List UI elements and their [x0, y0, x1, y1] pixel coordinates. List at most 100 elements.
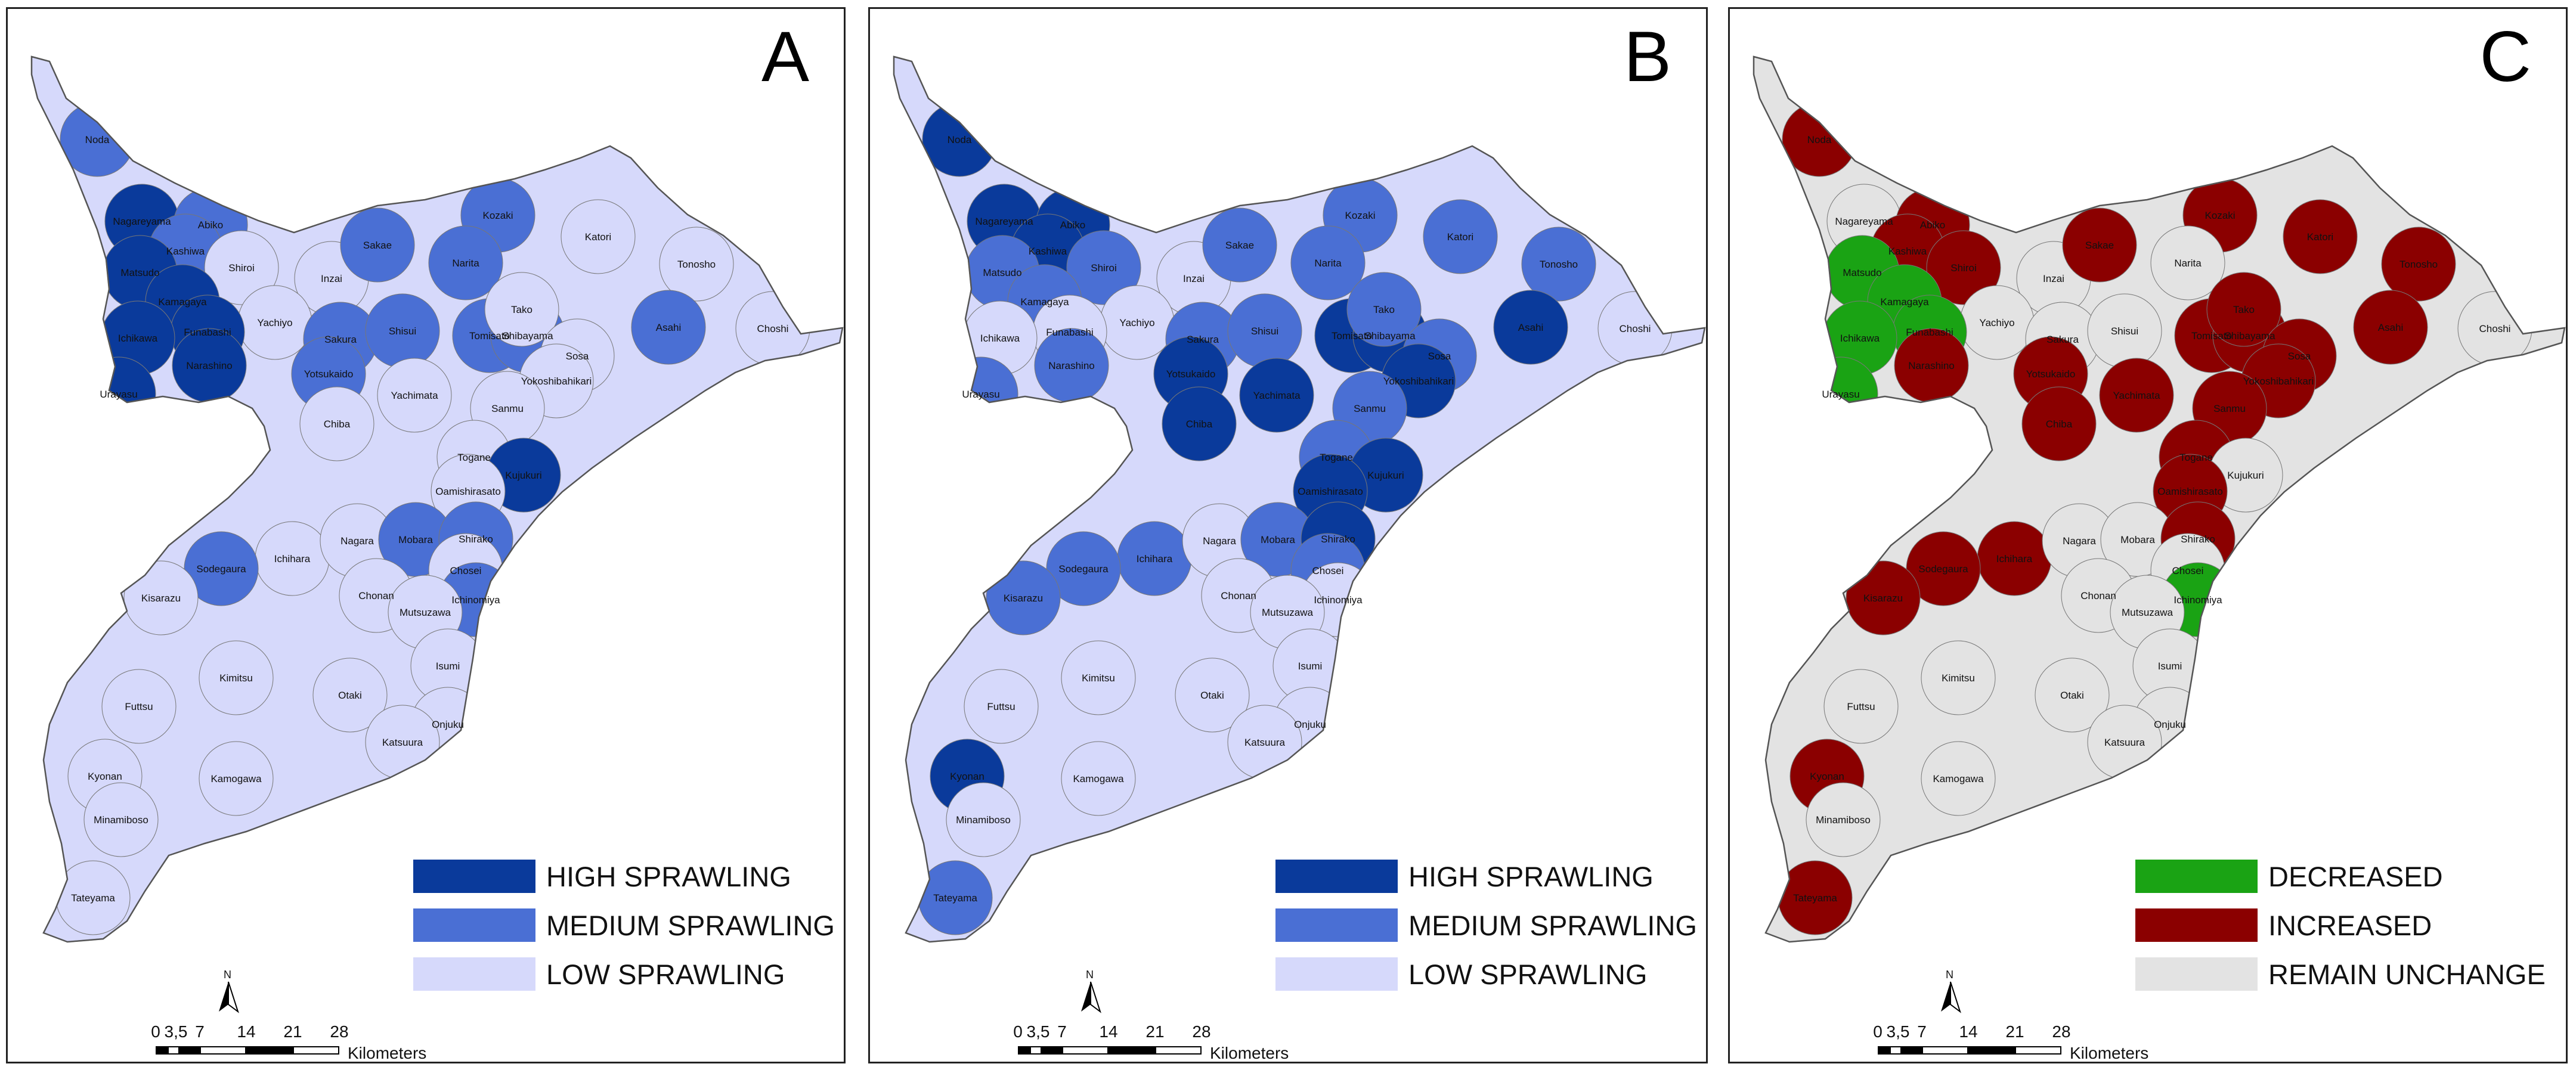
- place-label: Kyonan: [1810, 771, 1844, 782]
- place-label: Chosei: [450, 565, 482, 576]
- place-label: Nagareyama: [113, 216, 171, 227]
- place-label: Inzai: [1183, 273, 1205, 284]
- place-label: Ichikawa: [1840, 333, 1880, 344]
- region-narita: [2150, 225, 2225, 300]
- region-sodegaura: [1046, 531, 1121, 606]
- region-narita: [428, 225, 503, 300]
- legend-c: DECREASED INCREASED REMAIN UNCHANGE: [2135, 858, 2546, 1004]
- scale-tick: 21: [283, 1022, 302, 1041]
- place-label: Yokoshibahikari: [2243, 376, 2314, 387]
- place-label: Kamogawa: [210, 773, 262, 784]
- place-label: Kimitsu: [1942, 672, 1975, 684]
- place-label: Kisarazu: [141, 593, 181, 604]
- scale-tick: 0: [1873, 1022, 1883, 1041]
- place-label: Sodegaura: [196, 563, 246, 575]
- legend-label: DECREASED: [2268, 860, 2443, 892]
- legend-item: MEDIUM SPRAWLING: [413, 907, 835, 944]
- north-label: N: [224, 969, 231, 981]
- chiba-map-a: Noda Nagareyama Abiko Kashiwa Matsudo Shiroi I…: [30, 55, 844, 943]
- region-tonosho: [659, 227, 734, 302]
- region-shiroi: [204, 230, 279, 305]
- place-label: Sanmu: [1354, 403, 1386, 414]
- place-label: Yachimata: [391, 390, 438, 401]
- place-label: Futtsu: [125, 701, 153, 712]
- place-label: Shibayama: [2224, 330, 2275, 342]
- place-label: Choshi: [1620, 323, 1651, 334]
- region-chiba: [2021, 386, 2097, 461]
- place-label: Sakura: [324, 334, 357, 345]
- region-otaki: [1175, 658, 1250, 733]
- place-label: Kozaki: [2205, 210, 2235, 221]
- region-yachimata: [2099, 358, 2174, 433]
- map-panel-a: Noda Nagareyama Abiko Kashiwa Matsudo Shiroi I…: [6, 7, 846, 1063]
- place-label: Katsuura: [1244, 737, 1286, 748]
- place-label: Oamishirasato: [1298, 486, 1363, 497]
- legend-item: HIGH SPRAWLING: [1275, 858, 1697, 895]
- region-kisarazu: [986, 560, 1061, 635]
- place-label: Sosa: [566, 351, 589, 362]
- place-label: Shiroi: [228, 262, 254, 274]
- place-label: Onjuku: [1294, 719, 1326, 730]
- place-label: Otaki: [338, 690, 362, 701]
- region-kimitsu: [1921, 640, 1996, 715]
- place-label: Isumi: [2158, 660, 2182, 672]
- place-label: Oamishirasato: [435, 486, 501, 497]
- legend-label: HIGH SPRAWLING: [1408, 860, 1654, 892]
- place-label: Yachiyo: [1979, 317, 2014, 328]
- scale-tick: 0: [151, 1022, 160, 1041]
- place-label: Mobara: [398, 534, 433, 545]
- place-label: Kisarazu: [1863, 593, 1903, 604]
- region-sakae: [340, 207, 415, 283]
- scale-tick: 21: [2005, 1022, 2024, 1041]
- place-label: Kujukuri: [505, 470, 541, 481]
- place-label: Minamiboso: [956, 814, 1011, 826]
- legend-item: REMAIN UNCHANGE: [2135, 956, 2546, 993]
- legend-item: LOW SPRAWLING: [413, 956, 835, 993]
- place-label: Onjuku: [2154, 719, 2186, 730]
- place-label: Tateyama: [71, 892, 115, 904]
- place-label: Mobara: [1261, 534, 1295, 545]
- scale-tick: 14: [1099, 1022, 1118, 1041]
- place-label: Shisui: [2111, 325, 2138, 337]
- place-label: Togane: [457, 452, 491, 463]
- region-futtsu: [1823, 669, 1899, 744]
- legend-label: REMAIN UNCHANGE: [2268, 958, 2546, 990]
- place-label: Kamogawa: [1073, 773, 1124, 784]
- legend-swatch: [413, 908, 535, 942]
- place-label: Kyonan: [88, 771, 122, 782]
- place-label: Ichikawa: [118, 333, 158, 344]
- region-sakae: [2062, 207, 2137, 283]
- region-chiba: [1162, 386, 1237, 461]
- place-label: Onjuku: [432, 719, 464, 730]
- place-label: Nagareyama: [1835, 216, 1893, 227]
- scale-tick: 0: [1013, 1022, 1023, 1041]
- region-tonosho: [1521, 227, 1596, 302]
- place-label: Chiba: [324, 418, 351, 430]
- place-label: Ichihara: [274, 553, 311, 565]
- place-label: Noda: [1807, 134, 1832, 145]
- north-label: N: [1946, 969, 1953, 981]
- place-label: Matsudo: [983, 267, 1021, 278]
- legend-swatch: [413, 957, 535, 991]
- place-label: Ichinomiya: [1314, 594, 1363, 606]
- region-narita: [1290, 225, 1366, 300]
- region-kisarazu: [1846, 560, 1921, 635]
- place-label: Narashino: [1048, 360, 1095, 371]
- scale-tick: 3,5: [164, 1022, 188, 1041]
- place-label: Tomisato: [2191, 330, 2232, 342]
- region-asahi: [1493, 290, 1568, 365]
- scale-bar: 0 3,5 7 14 21 28 Kilometers: [151, 1022, 485, 1062]
- place-label: Ichihara: [1137, 553, 1173, 565]
- region-shiroi: [1066, 230, 1141, 305]
- place-label: Noda: [85, 134, 110, 145]
- region-kamogawa: [199, 741, 274, 816]
- place-label: Sakae: [1225, 240, 1254, 251]
- place-label: Katori: [2307, 231, 2333, 243]
- place-label: Narita: [1314, 258, 1342, 269]
- place-label: Yachimata: [2113, 390, 2160, 401]
- place-label: Yotsukaido: [304, 368, 354, 380]
- place-label: Kozaki: [482, 210, 513, 221]
- region-tako: [2206, 272, 2281, 347]
- place-label: Oamishirasato: [2157, 486, 2223, 497]
- place-label: Sakae: [2085, 240, 2114, 251]
